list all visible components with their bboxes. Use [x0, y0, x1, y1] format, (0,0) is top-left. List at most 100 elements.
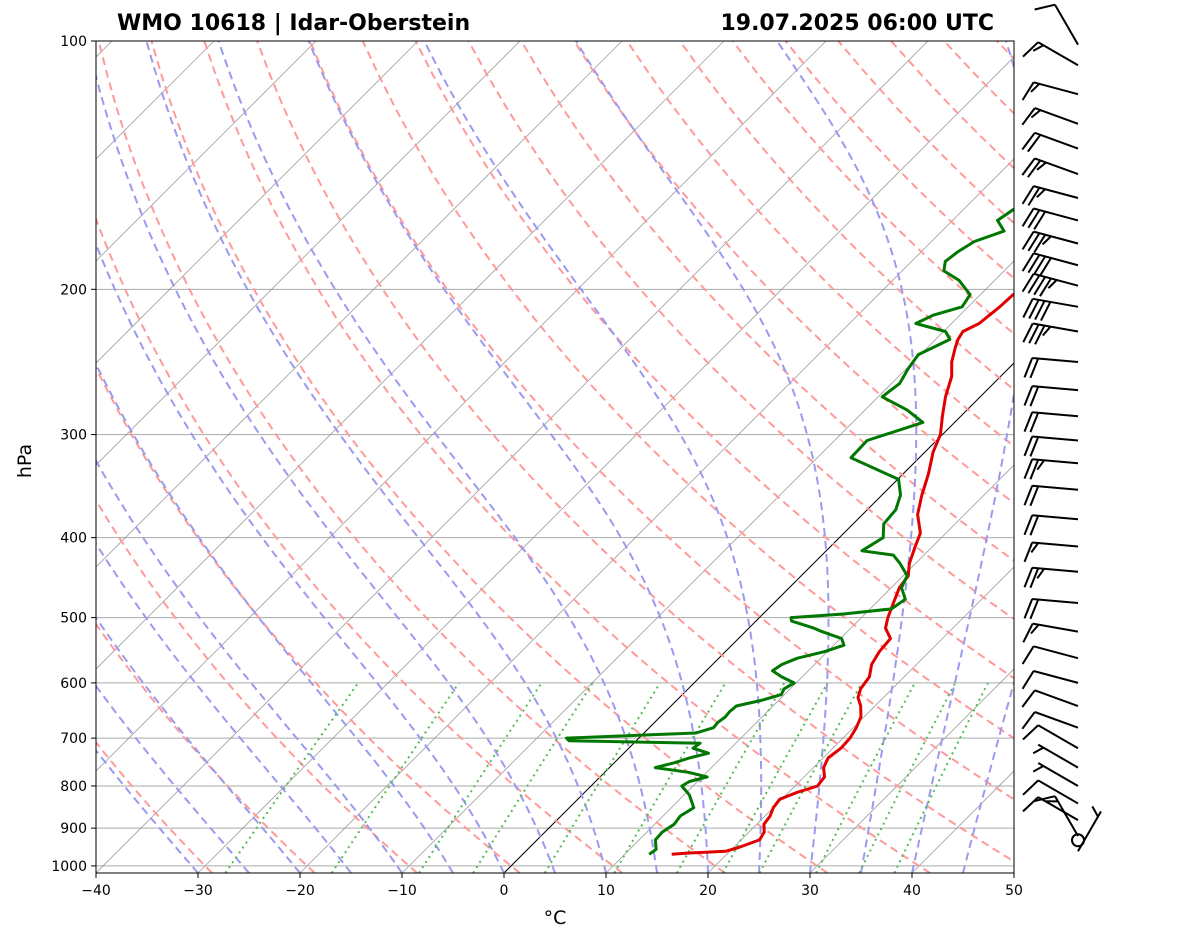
mixing-ratio-line: [815, 682, 916, 873]
wind-barb: [1023, 566, 1079, 589]
wind-barb: [1022, 622, 1079, 643]
chart-title-datetime: 19.07.2025 06:00 UTC: [720, 11, 994, 36]
moist-adiabat: [96, 72, 556, 873]
dry-adiabat: [96, 216, 624, 873]
wind-barb-feather: [1021, 645, 1035, 665]
wind-barb-feather: [1021, 185, 1035, 205]
wind-barb-shaft: [1033, 252, 1079, 267]
wind-barb-shaft: [1033, 185, 1079, 199]
wind-barb-shaft: [1034, 689, 1079, 707]
y-tick-label: 200: [60, 282, 87, 298]
wind-barb: [1021, 157, 1079, 178]
wind-barb-feather: [1029, 358, 1040, 379]
isotherm: [0, 41, 10, 873]
mixing-ratio-line: [613, 682, 727, 873]
wind-barb: [1021, 252, 1079, 277]
mixing-ratio-line: [858, 682, 957, 873]
wind-barb-feather: [1023, 598, 1034, 619]
wind-barb: [1021, 645, 1079, 665]
wind-barb-feather: [1021, 711, 1036, 730]
wind-barb-shaft: [1033, 645, 1079, 660]
mixing-ratio-line: [722, 682, 829, 873]
wind-barb-feather: [1039, 257, 1052, 277]
wind-barb-shaft: [1037, 41, 1079, 67]
wind-barbs: [1021, 3, 1102, 852]
wind-barb-feather: [1021, 157, 1036, 176]
wind-barb-feather: [1027, 159, 1042, 178]
wind-barb-shaft: [1034, 131, 1079, 150]
wind-barb-shaft: [1032, 622, 1079, 633]
wind-barb-feather: [1029, 515, 1040, 536]
wind-barb-feather: [1027, 209, 1041, 229]
dry-adiabat: [573, 41, 1014, 505]
wind-barb-shaft: [1037, 724, 1079, 750]
moist-adiabat: [96, 541, 352, 873]
wind-barb: [1032, 743, 1079, 769]
wind-barb-feather: [1039, 277, 1052, 297]
isotherm: [299, 158, 1014, 873]
wind-barb-shaft: [1032, 598, 1079, 604]
y-axis-ticks: 100 200 300 400 500 600 700 800 900 1000: [51, 34, 96, 875]
plot-frame: [95, 40, 1015, 874]
wind-barb-shaft: [1037, 762, 1079, 787]
y-tick-label: 900: [60, 821, 87, 837]
wind-barb-half-feather: [1032, 746, 1044, 755]
wind-barb-half-feather: [1047, 279, 1058, 289]
x-axis-ticks: −40 −30 −20 −10 0 10 20 30 40 50: [81, 873, 1023, 899]
wind-barb-feather: [1022, 779, 1039, 796]
wind-barb: [1022, 41, 1079, 67]
dry-adiabat: [96, 498, 418, 873]
wind-barb-feather: [1023, 514, 1034, 536]
wind-barb: [1023, 514, 1079, 536]
dry-adiabat: [626, 41, 1014, 448]
wind-barb-feather: [1021, 207, 1035, 227]
isotherm: [605, 464, 1014, 873]
wind-barb: [1021, 689, 1079, 708]
wind-barb-feather: [1022, 41, 1039, 58]
isotherm: [96, 41, 419, 364]
wind-barb-feather: [1022, 298, 1034, 318]
wind-barb-half-feather: [1036, 568, 1045, 579]
wind-barb-shaft: [1032, 385, 1079, 392]
temperature-profile: [671, 292, 1014, 856]
wind-barb: [1023, 385, 1079, 407]
wind-barb-feather: [1034, 795, 1056, 802]
wind-barb-feather: [1022, 323, 1034, 343]
dry-adiabat: [943, 41, 1014, 115]
dry-adiabat: [256, 41, 1014, 863]
wind-barb: [1021, 711, 1079, 730]
dry-adiabat: [96, 365, 521, 873]
wind-barb-feather: [1033, 211, 1047, 230]
wind-barb-shaft: [1037, 779, 1079, 805]
wind-barb-feather: [1033, 276, 1047, 296]
wind-barb: [1023, 357, 1079, 379]
wind-barb-feather: [1027, 254, 1041, 274]
wind-barb-half-feather: [1042, 326, 1052, 337]
wind-barb: [1023, 435, 1079, 457]
x-tick-label: 20: [699, 883, 717, 899]
wind-barb-shaft: [1037, 796, 1079, 821]
wind-barb: [1023, 598, 1079, 620]
wind-barb-feather: [1034, 3, 1056, 11]
wind-barb-feather: [1021, 231, 1035, 250]
chart-title-station: WMO 10618 | Idar-Oberstein: [117, 11, 470, 36]
y-tick-label: 800: [60, 779, 87, 795]
wind-barb-feather: [1033, 255, 1047, 275]
wind-barb-shaft: [1037, 743, 1079, 769]
wind-barb-shaft: [1032, 297, 1079, 308]
wind-barb: [1021, 131, 1079, 153]
wind-barb-half-feather: [1030, 624, 1040, 635]
moist-adiabat: [217, 41, 658, 873]
background-lines: [0, 41, 1014, 873]
moist-adiabat: [96, 241, 505, 873]
wind-barb-shaft: [1033, 230, 1079, 245]
mixing-ratio-line: [224, 682, 360, 873]
dry-adiabat: [414, 41, 1014, 680]
wind-barb-feather: [1028, 324, 1040, 344]
wind-barb-feather: [1022, 796, 1039, 813]
wind-barb-feather: [1023, 458, 1034, 479]
x-tick-label: −40: [81, 883, 111, 899]
wind-barb-feather: [1023, 357, 1034, 378]
wind-barb-shaft: [1032, 435, 1079, 442]
